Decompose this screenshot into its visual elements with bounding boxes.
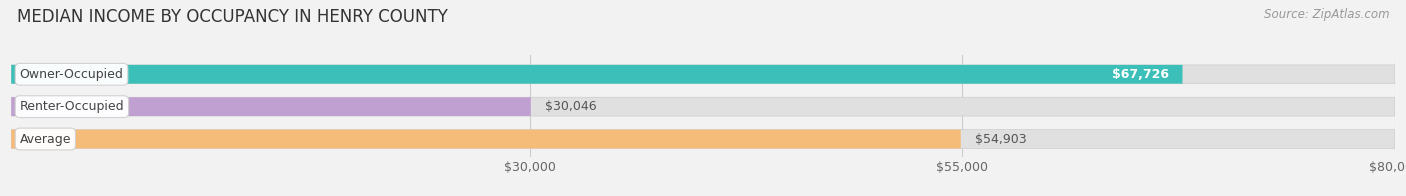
Text: Renter-Occupied: Renter-Occupied xyxy=(20,100,124,113)
Text: Source: ZipAtlas.com: Source: ZipAtlas.com xyxy=(1264,8,1389,21)
Text: $30,046: $30,046 xyxy=(544,100,596,113)
Text: Average: Average xyxy=(20,132,72,145)
Text: MEDIAN INCOME BY OCCUPANCY IN HENRY COUNTY: MEDIAN INCOME BY OCCUPANCY IN HENRY COUN… xyxy=(17,8,447,26)
FancyBboxPatch shape xyxy=(11,130,1395,148)
Text: Owner-Occupied: Owner-Occupied xyxy=(20,68,124,81)
FancyBboxPatch shape xyxy=(11,130,960,148)
FancyBboxPatch shape xyxy=(11,65,1395,84)
Text: $67,726: $67,726 xyxy=(1112,68,1168,81)
FancyBboxPatch shape xyxy=(11,65,1182,84)
FancyBboxPatch shape xyxy=(11,97,531,116)
Text: $54,903: $54,903 xyxy=(974,132,1026,145)
FancyBboxPatch shape xyxy=(11,97,1395,116)
